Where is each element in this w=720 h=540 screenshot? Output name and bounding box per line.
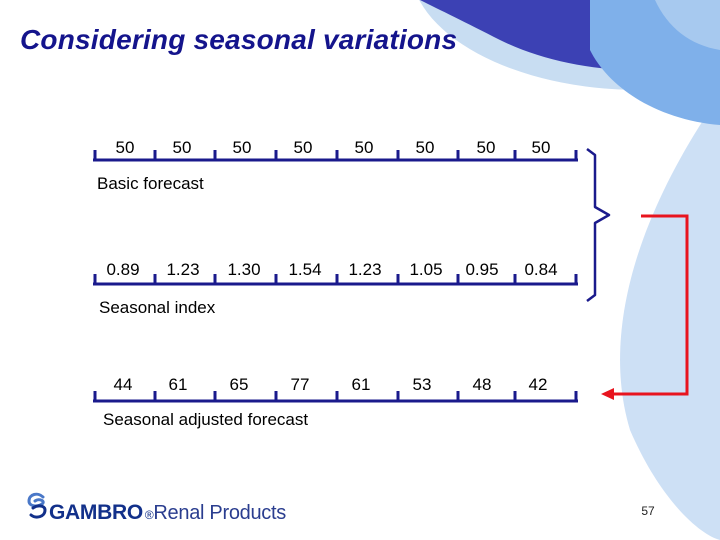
adjusted-forecast-value: 61 — [168, 375, 188, 394]
basic-forecast-value: 50 — [232, 138, 252, 157]
adjusted-forecast-value: 77 — [290, 375, 310, 394]
adjusted-forecast-label: Seasonal adjusted forecast — [103, 410, 309, 429]
gambro-logo: GAMBRO ®Renal Products — [26, 489, 286, 525]
adjusted-forecast-timeline — [93, 391, 578, 403]
basic-forecast-value: 50 — [293, 138, 313, 157]
basic-forecast-timeline — [93, 150, 578, 162]
basic-forecast-value: 50 — [531, 138, 551, 157]
adjusted-forecast-values: 44 61 65 77 61 53 48 42 — [95, 375, 577, 395]
seasonal-index-value: 1.23 — [166, 260, 200, 279]
seasonal-index-value: 1.30 — [227, 260, 261, 279]
adjusted-forecast-value: 42 — [528, 375, 548, 394]
seasonal-index-value: 1.54 — [288, 260, 322, 279]
basic-forecast-value: 50 — [476, 138, 496, 157]
basic-forecast-value: 50 — [115, 138, 135, 157]
logo-tagline: ®Renal Products — [144, 502, 286, 524]
result-arrow — [601, 214, 689, 400]
seasonal-index-value: 0.84 — [524, 260, 558, 279]
adjusted-forecast-value: 44 — [113, 375, 133, 394]
seasonal-index-value: 0.95 — [465, 260, 499, 279]
basic-forecast-value: 50 — [354, 138, 374, 157]
seasonal-index-label: Seasonal index — [99, 298, 216, 317]
basic-forecast-value: 50 — [415, 138, 435, 157]
adjusted-forecast-value: 61 — [351, 375, 371, 394]
seasonal-index-value: 0.89 — [106, 260, 140, 279]
seasonal-index-timeline — [93, 274, 578, 286]
adjusted-forecast-value: 53 — [412, 375, 432, 394]
page-number: 57 — [641, 504, 655, 518]
gambro-swirl-icon — [27, 492, 47, 519]
basic-forecast-values: 50 50 50 50 50 50 50 50 — [95, 138, 577, 158]
slide-title: Considering seasonal variations — [20, 24, 458, 55]
basic-forecast-label: Basic forecast — [97, 174, 204, 193]
basic-forecast-value: 50 — [172, 138, 192, 157]
multiply-bracket — [586, 148, 611, 302]
seasonal-index-value: 1.05 — [409, 260, 443, 279]
adjusted-forecast-value: 65 — [229, 375, 249, 394]
seasonal-index-values: 0.89 1.23 1.30 1.54 1.23 1.05 0.95 0.84 — [95, 260, 577, 280]
adjusted-forecast-value: 48 — [472, 375, 492, 394]
logo-brand: GAMBRO — [49, 501, 143, 524]
seasonal-index-value: 1.23 — [348, 260, 382, 279]
